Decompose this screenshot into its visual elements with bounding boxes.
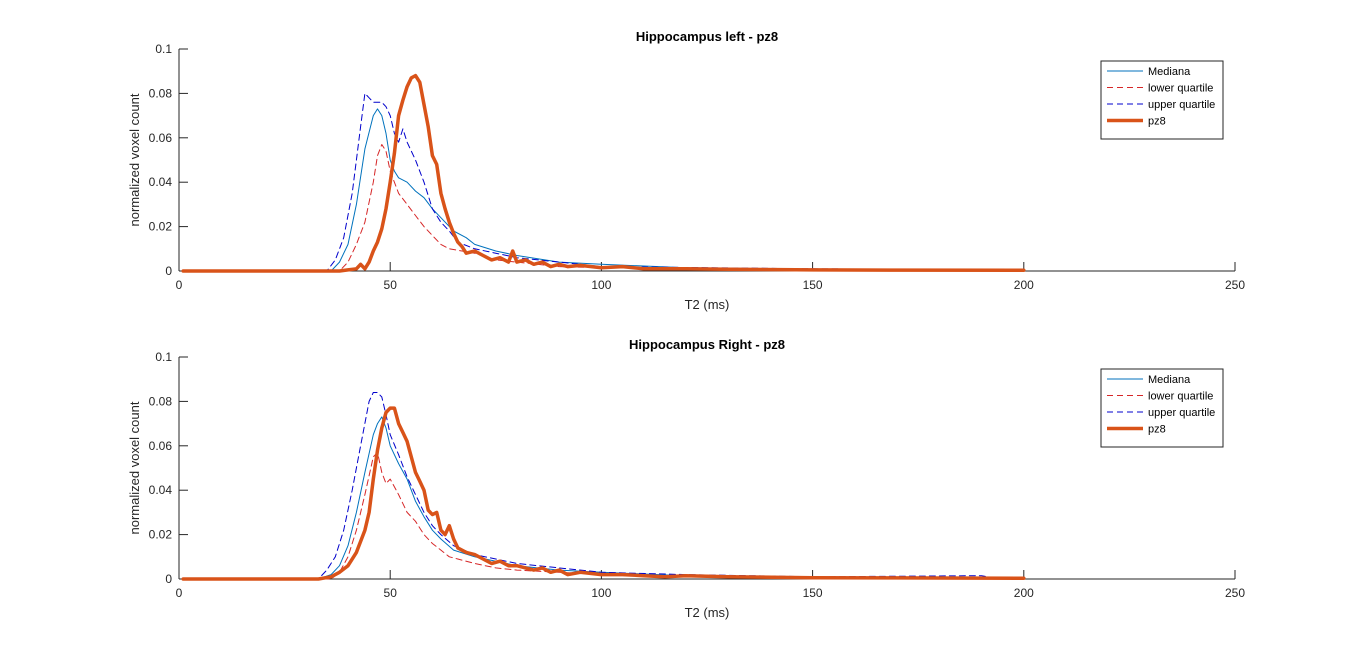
legend-label: pz8 bbox=[1148, 424, 1166, 436]
x-tick-label: 0 bbox=[176, 586, 183, 600]
x-tick-label: 150 bbox=[803, 586, 823, 600]
legend-label: Mediana bbox=[1148, 66, 1191, 78]
legend-box bbox=[1100, 60, 1224, 140]
series-line-lower-quartile bbox=[182, 144, 1025, 272]
series-line-lower-quartile bbox=[182, 452, 1025, 580]
y-tick-label: 0.1 bbox=[155, 42, 172, 56]
chart-title: Hippocampus Right - pz8 bbox=[629, 337, 785, 352]
y-tick-label: 0 bbox=[165, 264, 172, 278]
y-tick-label: 0.04 bbox=[149, 175, 173, 189]
x-tick-label: 50 bbox=[384, 586, 398, 600]
x-tick-label: 100 bbox=[591, 278, 611, 292]
x-tick-label: 200 bbox=[1014, 586, 1034, 600]
x-axis-label: T2 (ms) bbox=[685, 605, 730, 620]
y-tick-label: 0 bbox=[165, 572, 172, 586]
legend-box bbox=[1100, 368, 1224, 448]
y-tick-label: 0.02 bbox=[149, 528, 173, 542]
y-axis-label: normalized voxel count bbox=[127, 93, 142, 226]
x-axis-label: T2 (ms) bbox=[685, 297, 730, 312]
x-tick-label: 200 bbox=[1014, 278, 1034, 292]
y-tick-label: 0.1 bbox=[155, 350, 172, 364]
series-line-pz8 bbox=[181, 73, 1026, 273]
series-line-mediana bbox=[182, 108, 1025, 272]
legend-label: upper quartile bbox=[1148, 99, 1215, 111]
y-tick-label: 0.02 bbox=[149, 220, 173, 234]
y-axis-label: normalized voxel count bbox=[127, 401, 142, 534]
legend-label: upper quartile bbox=[1148, 407, 1215, 419]
x-tick-label: 50 bbox=[384, 278, 398, 292]
chart-2: 0 50 100 150 200 250 0 0.02 0.04 0.06 0.08 0.1 Hippo… bbox=[127, 337, 1245, 620]
x-tick-label: 250 bbox=[1225, 586, 1245, 600]
chart-1: 0 50 100 150 200 250 0 0.02 0.04 0.06 0.08 0.1 Hippo… bbox=[127, 29, 1245, 312]
legend-label: lower quartile bbox=[1148, 83, 1213, 95]
y-tick-label: 0.08 bbox=[149, 86, 173, 100]
x-tick-label: 100 bbox=[591, 586, 611, 600]
legend-label: lower quartile bbox=[1148, 391, 1213, 403]
legend: Mediana lower quartile upper quartile pz8 bbox=[1100, 368, 1224, 448]
legend-label: pz8 bbox=[1148, 116, 1166, 128]
y-tick-label: 0.06 bbox=[149, 439, 173, 453]
series-line-pz8 bbox=[181, 406, 1026, 581]
series-line-upper-quartile bbox=[182, 92, 1025, 272]
y-tick-label: 0.08 bbox=[149, 394, 173, 408]
chart-title: Hippocampus left - pz8 bbox=[636, 29, 778, 44]
x-tick-label: 0 bbox=[176, 278, 183, 292]
legend: Mediana lower quartile upper quartile pz8 bbox=[1100, 60, 1224, 140]
y-tick-label: 0.04 bbox=[149, 483, 173, 497]
legend-label: Mediana bbox=[1148, 374, 1191, 386]
x-tick-label: 250 bbox=[1225, 278, 1245, 292]
x-tick-label: 150 bbox=[803, 278, 823, 292]
y-tick-label: 0.06 bbox=[149, 131, 173, 145]
series-line-upper-quartile bbox=[182, 392, 991, 580]
